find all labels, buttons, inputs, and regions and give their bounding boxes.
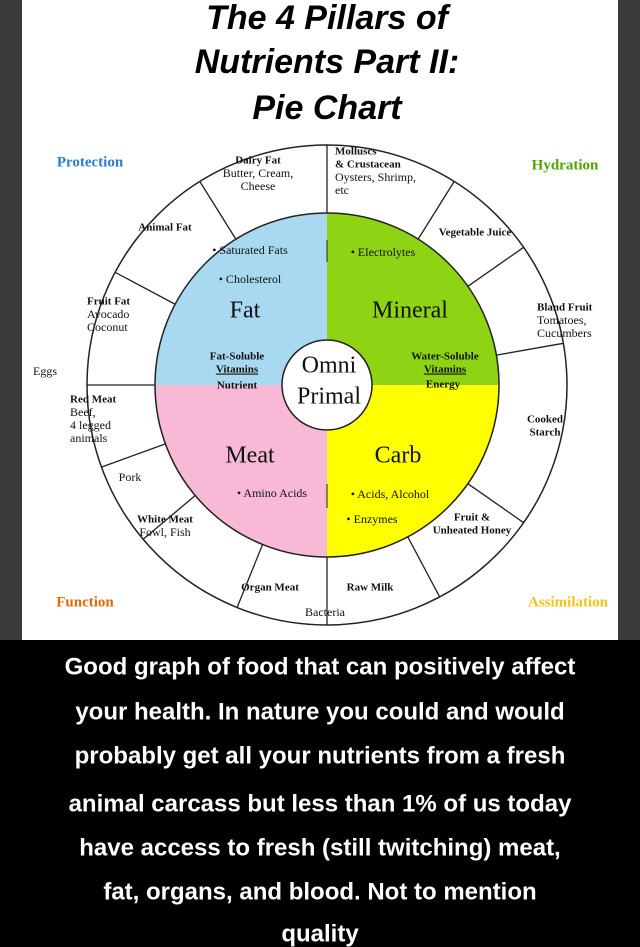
meat-quadrant [155, 385, 327, 557]
corner-label: Hydration [532, 157, 599, 173]
bullet: • Amino Acids [237, 486, 308, 500]
vitamins: Water-Soluble [411, 351, 479, 363]
corner-label: Function [56, 594, 114, 610]
outer-text: Coconut [87, 320, 128, 334]
outer-heading: Cooked [527, 414, 563, 426]
quadrant-name: Mineral [372, 298, 448, 324]
outer-heading: Fruit Fat [87, 296, 130, 308]
caption-line: animal carcass but less than 1% of us to… [69, 790, 572, 817]
outer-heading: Organ Meat [241, 582, 299, 594]
title-line: Pie Chart [252, 89, 403, 127]
vitamins: Vitamins [424, 364, 467, 376]
outer-heading: White Meat [137, 514, 193, 526]
quadrant-name: Fat [230, 298, 261, 324]
outer-heading: & Crustacean [335, 159, 401, 171]
spokes [87, 145, 564, 625]
outer-text: Eggs [33, 364, 57, 378]
vitamins: Vitamins [216, 364, 259, 376]
outer-text: Tomatoes, [537, 313, 586, 327]
outer-text: Pork [119, 470, 142, 484]
caption-line: probably get all your nutrients from a f… [75, 742, 566, 769]
caption-line: your health. In nature you could and wou… [75, 698, 564, 725]
outer-heading: Molluscs [335, 146, 377, 158]
outer-heading: Bland Fruit [537, 302, 593, 314]
outer-heading: Starch [530, 427, 561, 439]
carb-quadrant [327, 385, 499, 557]
outer-heading: Red Meat [70, 394, 116, 406]
outer-text: Bacteria [305, 605, 346, 619]
outer-heading: Fruit & [454, 512, 490, 524]
vitamins: Fat-Soluble [210, 351, 265, 363]
outer-text: Butter, Cream, [223, 166, 294, 180]
center-word: Primal [297, 384, 361, 410]
caption-line: quality [281, 920, 359, 947]
spoke [496, 342, 564, 356]
bullet: • Acids, Alcohol [351, 487, 430, 501]
labels: The 4 Pillars of Nutrients Part II: Pie Ch… [33, 0, 609, 947]
bullet: • Saturated Fats [212, 243, 288, 257]
mineral-quadrant [327, 213, 499, 385]
title-line: Nutrients Part II: [195, 43, 459, 81]
spoke [199, 181, 237, 240]
outer-text: Oysters, Shrimp, [335, 170, 416, 184]
outer-heading: Vegetable Juice [439, 227, 512, 239]
quadrant-name: Carb [375, 443, 422, 469]
outer-text: Avocado [87, 307, 129, 321]
outer-heading: Animal Fat [138, 222, 192, 234]
spoke [236, 544, 264, 608]
outer-heading: Raw Milk [347, 582, 395, 594]
note: Energy [426, 379, 461, 391]
spoke [114, 271, 176, 305]
outer-text: Beef, [70, 405, 96, 419]
caption-line: have access to fresh (still twitching) m… [79, 834, 560, 861]
fat-quadrant [155, 213, 327, 385]
center-word: Omni [302, 353, 357, 379]
outer-text: Cheese [241, 179, 276, 193]
corner-label: Assimilation [528, 594, 609, 610]
quadrant-name: Meat [225, 443, 275, 469]
center-circle [281, 339, 373, 431]
outer-heading: Dairy Fat [235, 155, 281, 167]
spoke [142, 495, 196, 540]
bullet: • Cholesterol [219, 272, 282, 286]
outer-text: 4 legged [70, 418, 111, 432]
caption-line: Good graph of food that can positively a… [65, 653, 576, 680]
outer-text: etc [335, 183, 349, 197]
spoke [467, 483, 524, 524]
spoke [101, 443, 166, 468]
spoke [467, 246, 524, 287]
note: Nutrient [217, 380, 258, 392]
corner-label: Protection [57, 154, 124, 170]
outer-text: animals [70, 431, 108, 445]
caption-line: fat, organs, and blood. Not to mention [103, 878, 536, 905]
outer-heading: Unheated Honey [433, 525, 512, 537]
bullet: • Enzymes [346, 512, 398, 526]
outer-text: Cucumbers [537, 326, 592, 340]
title-line: The 4 Pillars of [206, 0, 452, 37]
spoke [407, 536, 441, 598]
outer-text: Fowl, Fish [139, 525, 190, 539]
spoke [417, 181, 455, 240]
bullet: • Electrolytes [351, 245, 416, 259]
